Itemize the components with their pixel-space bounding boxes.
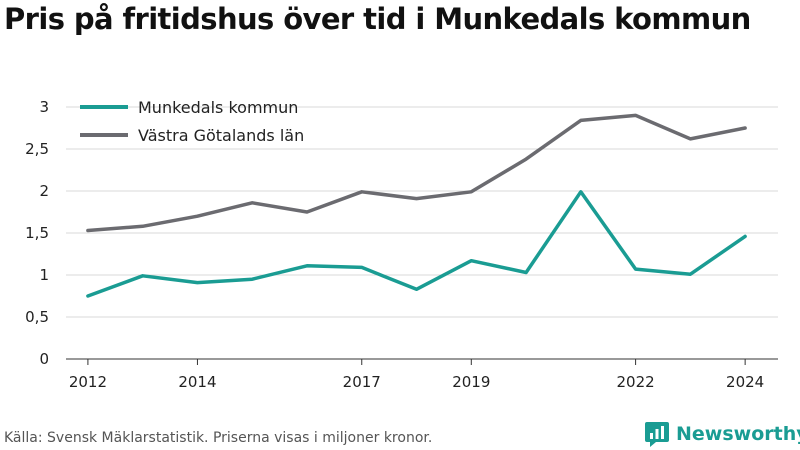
axes: 0 0,5 1 1,5 2 2,5 3 2012 2014 2017 2019 2022 2024 — [25, 98, 778, 391]
x-tick-label: 2022 — [617, 373, 655, 391]
grid-lines — [66, 106, 778, 318]
series-line-västra-götalands-län — [86, 113, 747, 233]
legend: Munkedals kommun Västra Götalands län — [80, 98, 304, 145]
y-tick-label: 3 — [39, 98, 49, 116]
y-tick-label: 2,5 — [25, 140, 49, 158]
newsworthy-logo-icon — [645, 422, 669, 447]
x-tick-label: 2019 — [452, 373, 490, 391]
brand-name: Newsworthy — [676, 423, 800, 445]
source-note: Källa: Svensk Mäklarstatistik. Priserna … — [4, 430, 433, 446]
brand-logo: Newsworthy — [644, 420, 800, 448]
y-tick-label: 1 — [39, 266, 49, 284]
x-tick-label: 2017 — [343, 373, 381, 391]
legend-label: Munkedals kommun — [138, 98, 298, 117]
series-line-munkedals-kommun — [86, 190, 747, 298]
y-tick-label: 1,5 — [25, 224, 49, 242]
page-title: Pris på fritidshus över tid i Munkedals … — [4, 2, 751, 36]
y-tick-label: 2 — [39, 182, 49, 200]
x-tick-label: 2024 — [726, 373, 764, 391]
y-tick-label: 0 — [39, 350, 49, 368]
x-tick-label: 2014 — [178, 373, 216, 391]
x-tick-label: 2012 — [69, 373, 107, 391]
series-lines — [86, 113, 747, 298]
legend-label: Västra Götalands län — [138, 126, 304, 145]
y-tick-label: 0,5 — [25, 308, 49, 326]
